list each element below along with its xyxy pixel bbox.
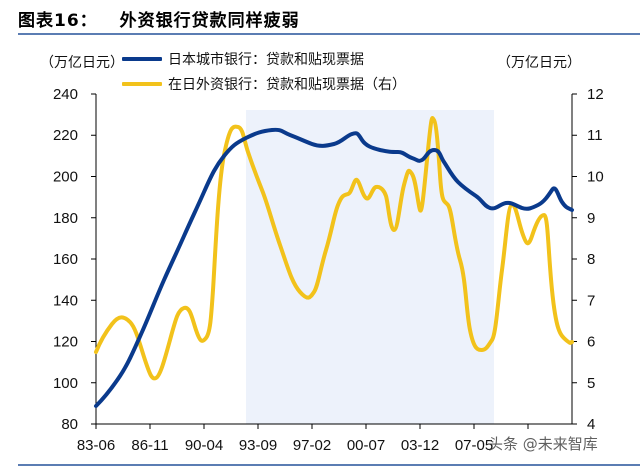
left-y-axis [91,93,97,425]
left-y-tick-labels: 240 220 200 180 160 140 120 100 80 [53,86,78,433]
y2-tick-label: 10 [587,169,604,186]
y2-tick-label: 5 [587,375,595,392]
y2-tick-label: 9 [587,210,595,227]
right-y-tick-labels: 12 11 10 9 8 7 6 5 4 [587,86,604,433]
watermark: 头条 @未来智库 [488,435,598,453]
bottom-divider [18,464,640,466]
series-city-banks-line [94,127,574,408]
y-tick-label: 200 [53,169,78,186]
figure-label: 图表16： [18,11,98,31]
x-tick-label: 03-12 [401,437,439,454]
y2-tick-label: 11 [587,127,603,144]
x-tick-label: 07-05 [455,437,493,454]
figure-title: 图表16： 外资银行贷款同样疲弱 [18,6,300,31]
y-tick-label: 180 [53,210,78,227]
y-tick-label: 120 [53,334,78,351]
x-tick-label: 83-06 [77,437,115,454]
shaded-period-band [246,110,494,424]
series-foreign-banks-line [94,116,574,381]
y-tick-label: 220 [53,127,78,144]
y-tick-label: 240 [53,86,78,103]
y2-tick-label: 4 [587,416,595,433]
x-tick-labels: 83-06 86-11 90-04 93-09 97-02 00-07 03-1… [77,437,493,454]
legend-item-foreign-banks: 在日外资银行：贷款和贴现票据（右） [122,71,406,96]
y2-tick-label: 8 [587,251,595,268]
legend-swatch-yellow-icon [122,81,162,86]
y-tick-label: 80 [61,416,78,433]
figure-title-text: 外资银行贷款同样疲弱 [119,11,300,31]
x-axis [95,423,572,429]
y2-tick-label: 12 [587,86,604,103]
x-tick-label: 90-04 [185,437,223,454]
right-y-axis [571,93,577,425]
legend-swatch-blue-icon [122,56,162,61]
right-axis-unit: （万亿日元） [497,55,581,71]
legend-label: 日本城市银行：贷款和贴现票据 [168,51,364,68]
y-tick-label: 140 [53,292,78,309]
legend-item-city-banks: 日本城市银行：贷款和贴现票据 [122,46,406,71]
left-axis-unit: （万亿日元） [40,55,124,71]
x-tick-label: 00-07 [347,437,385,454]
x-tick-label: 93-09 [239,437,277,454]
chart-legend: 日本城市银行：贷款和贴现票据 在日外资银行：贷款和贴现票据（右） [122,46,406,96]
title-divider [18,33,640,35]
x-tick-label: 97-02 [293,437,331,454]
y2-tick-label: 7 [587,292,595,309]
y2-tick-label: 6 [587,334,595,351]
x-tick-label: 86-11 [131,437,168,454]
legend-label: 在日外资银行：贷款和贴现票据（右） [168,76,406,93]
y-tick-label: 160 [53,251,78,268]
y-tick-label: 100 [53,375,78,392]
